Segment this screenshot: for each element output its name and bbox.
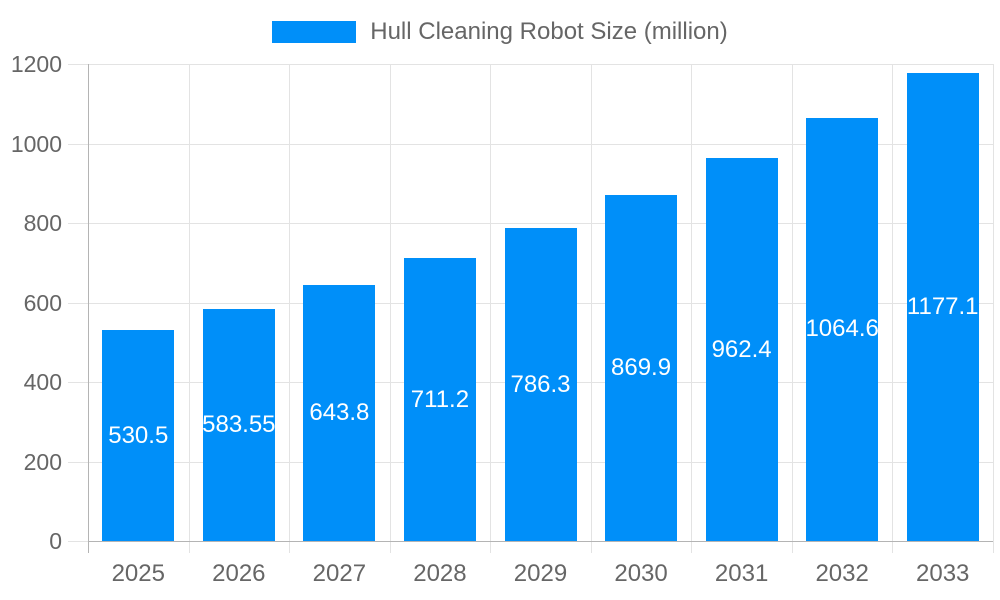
x-axis-label-2031: 2031 bbox=[714, 560, 769, 587]
bar-2033[interactable]: 1177.1 bbox=[906, 73, 979, 541]
y-axis-tick bbox=[68, 382, 88, 383]
x-axis-label-2032: 2032 bbox=[815, 560, 869, 587]
grid-line-horizontal bbox=[88, 143, 993, 145]
y-axis-line bbox=[88, 64, 89, 553]
y-axis-tick bbox=[68, 541, 88, 542]
bar-2030[interactable]: 869.9 bbox=[605, 195, 678, 541]
grid-line-vertical bbox=[389, 64, 391, 541]
bar-2025[interactable]: 530.5 bbox=[102, 330, 175, 541]
x-axis-tick bbox=[691, 541, 693, 553]
y-axis-label: 1200 bbox=[10, 51, 62, 77]
y-axis-label: 1000 bbox=[10, 130, 62, 157]
bar-2027[interactable]: 643.8 bbox=[303, 285, 376, 541]
x-axis-tick bbox=[892, 541, 894, 553]
bar-value-label: 643.8 bbox=[309, 399, 370, 427]
bar-2028[interactable]: 711.2 bbox=[403, 258, 476, 541]
grid-line-vertical bbox=[289, 64, 291, 541]
bar-2032[interactable]: 1064.6 bbox=[805, 117, 879, 541]
grid-line-horizontal bbox=[88, 64, 993, 65]
y-axis-label: 0 bbox=[49, 528, 62, 554]
y-axis-label: 800 bbox=[23, 210, 62, 236]
bar-value-label: 530.5 bbox=[108, 421, 169, 449]
legend-swatch bbox=[272, 21, 357, 43]
grid-line-vertical bbox=[993, 64, 994, 541]
grid-line-horizontal bbox=[88, 223, 993, 224]
y-axis-label: 400 bbox=[23, 369, 62, 395]
x-axis-tick bbox=[490, 541, 492, 553]
grid-line-vertical bbox=[490, 64, 492, 541]
bar-2026[interactable]: 583.55 bbox=[202, 309, 276, 541]
bar-value-label: 1064.6 bbox=[805, 315, 879, 343]
bar-value-label: 1177.1 bbox=[906, 293, 979, 321]
x-axis-label-2025: 2025 bbox=[111, 560, 165, 587]
grid-line-vertical bbox=[590, 64, 592, 541]
x-axis-tick bbox=[188, 541, 190, 553]
x-axis-label-2026: 2026 bbox=[212, 560, 266, 587]
grid-line-vertical bbox=[892, 64, 894, 541]
x-axis-tick bbox=[791, 541, 793, 553]
x-axis-label-2030: 2030 bbox=[614, 560, 668, 587]
bar-2031[interactable]: 962.4 bbox=[705, 158, 778, 541]
grid-line-vertical bbox=[791, 64, 793, 541]
x-axis-line bbox=[88, 541, 993, 542]
bar-value-label: 869.9 bbox=[611, 354, 672, 382]
y-axis-label: 200 bbox=[23, 448, 62, 475]
y-axis-label: 600 bbox=[23, 289, 62, 316]
bar-value-label: 583.55 bbox=[202, 411, 276, 438]
legend-label: Hull Cleaning Robot Size (million) bbox=[370, 18, 728, 45]
x-axis-tick bbox=[993, 541, 994, 553]
grid-line-vertical bbox=[188, 64, 190, 541]
x-axis-label-2029: 2029 bbox=[513, 560, 568, 587]
x-axis-tick bbox=[289, 541, 291, 553]
x-axis-label-2027: 2027 bbox=[312, 560, 367, 587]
bar-2029[interactable]: 786.3 bbox=[504, 228, 577, 541]
y-axis-tick bbox=[68, 64, 88, 65]
legend[interactable]: Hull Cleaning Robot Size (million) bbox=[0, 16, 1000, 48]
grid-line-vertical bbox=[691, 64, 693, 541]
y-axis-tick bbox=[68, 302, 88, 304]
x-axis-label-2033: 2033 bbox=[916, 560, 970, 587]
y-axis-tick bbox=[68, 461, 88, 463]
x-axis-tick bbox=[389, 541, 391, 553]
y-axis-tick bbox=[68, 223, 88, 224]
y-axis-tick bbox=[68, 143, 88, 145]
x-axis-tick bbox=[590, 541, 592, 553]
bar-value-label: 962.4 bbox=[711, 335, 772, 363]
bar-value-label: 786.3 bbox=[510, 370, 571, 398]
x-axis-label-2028: 2028 bbox=[413, 560, 467, 587]
bar-value-label: 711.2 bbox=[410, 385, 470, 413]
